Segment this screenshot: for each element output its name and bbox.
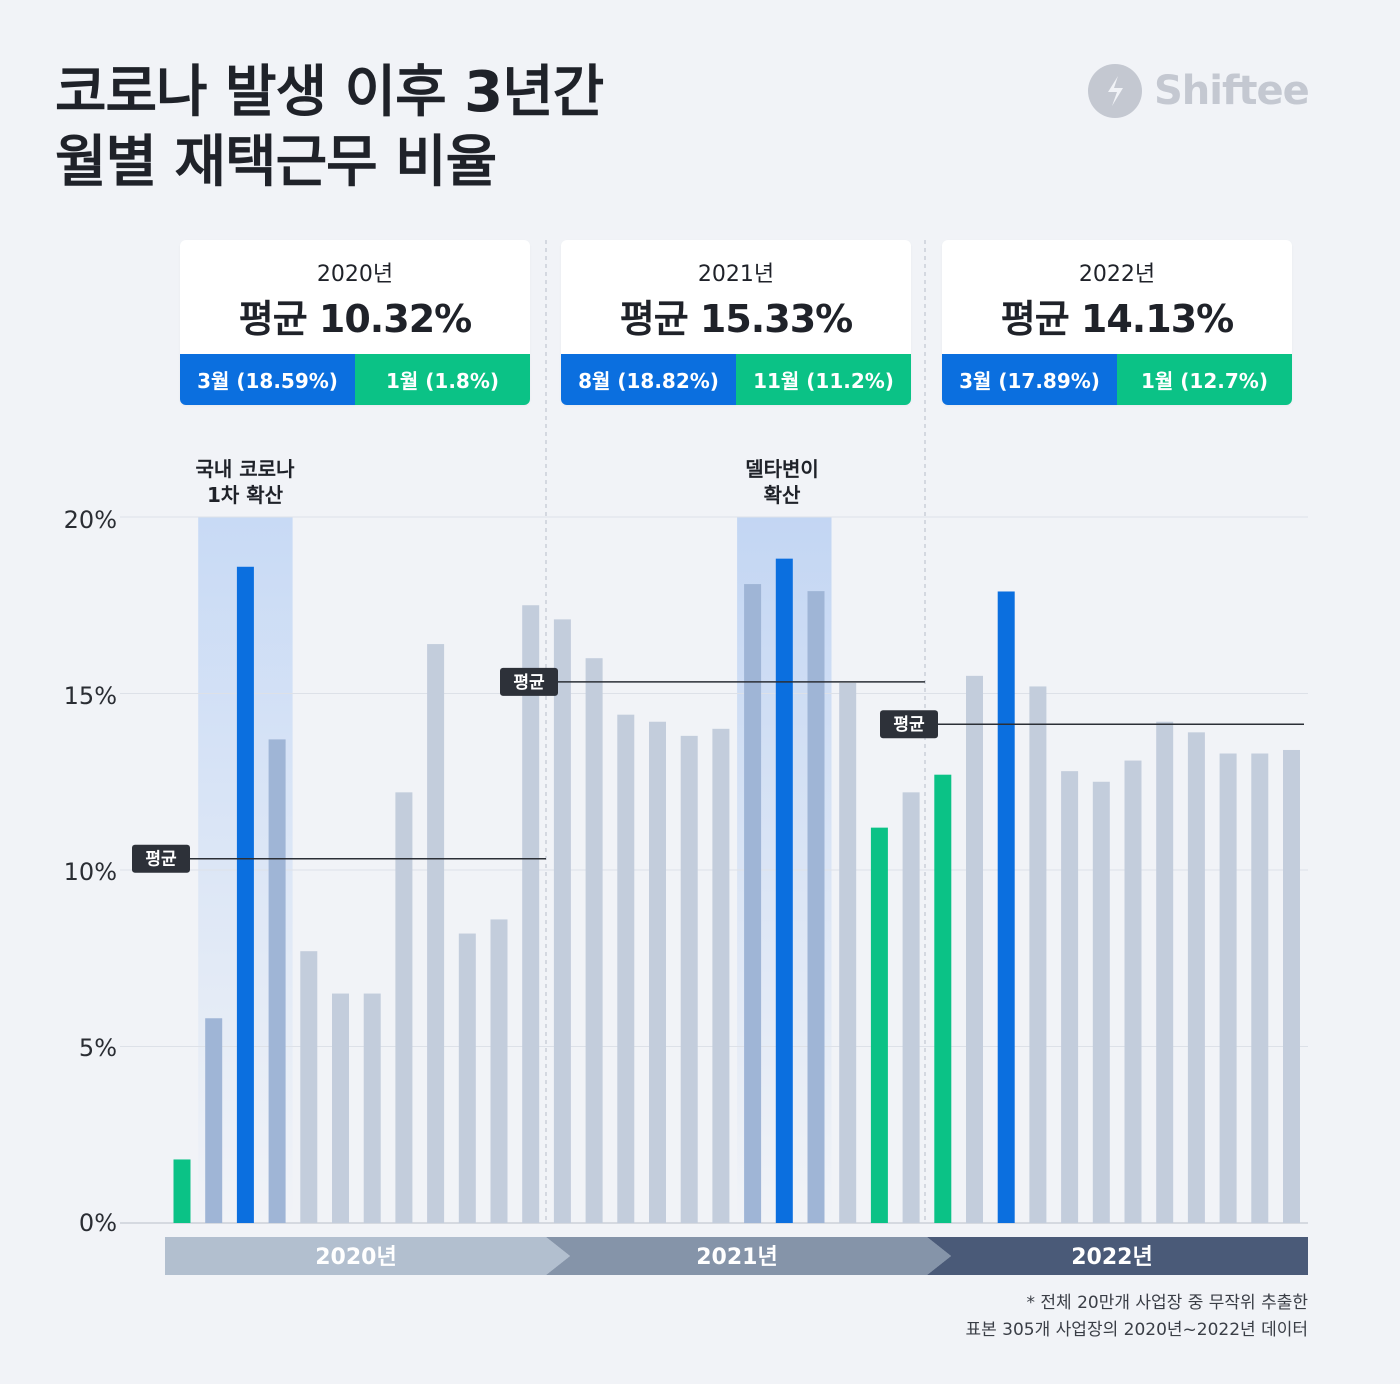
shiftee-logo-icon (1088, 64, 1142, 118)
bar-2021-06 (712, 728, 730, 1223)
bar-2021-10 (839, 682, 857, 1223)
bar-2020-03 (236, 566, 254, 1223)
card-high-month: 3월 (18.59%) (180, 354, 355, 405)
bar-2021-12 (902, 792, 920, 1223)
bar-2020-12 (522, 605, 540, 1223)
shiftee-logo: Shiftee (1088, 64, 1310, 118)
annotation-first-wave: 국내 코로나 1차 확산 (165, 456, 325, 508)
bar-2021-05 (680, 735, 698, 1223)
card-low-month: 1월 (12.7%) (1117, 354, 1292, 405)
y-tick-label: 10% (63, 858, 117, 886)
bar-2022-03 (997, 591, 1015, 1223)
annotation-line: 국내 코로나 (195, 457, 295, 481)
bar-2022-11 (1251, 753, 1269, 1223)
bar-2022-07 (1124, 760, 1142, 1223)
average-tag (500, 667, 558, 696)
average-tag-label: 평균 (893, 715, 925, 735)
bar-2022-04 (1029, 686, 1047, 1223)
year-band-segment (165, 1237, 570, 1275)
annotation-line: 델타변이 (745, 457, 819, 481)
bar-2022-12 (1283, 749, 1300, 1223)
year-band-label: 2020년 (315, 1245, 396, 1270)
bar-2020-06 (332, 993, 349, 1223)
average-tag (132, 844, 190, 873)
bar-2021-04 (649, 721, 666, 1223)
card-low-month: 11월 (11.2%) (736, 354, 911, 405)
title-line-2: 월별 재택근무 비율 (55, 130, 497, 195)
bar-2020-04 (268, 739, 286, 1223)
bar-2022-09 (1187, 732, 1205, 1223)
bar-2020-09 (427, 644, 445, 1223)
year-band-segment (546, 1237, 951, 1275)
bar-2021-03 (617, 714, 635, 1223)
card-high-month: 3월 (17.89%) (942, 354, 1117, 405)
bar-2020-01 (173, 1159, 191, 1223)
summary-card-2021: 2021년 평균 15.33% 8월 (18.82%) 11월 (11.2%) (561, 240, 911, 405)
bar-2020-10 (458, 933, 476, 1223)
annotation-line: 1차 확산 (206, 483, 284, 507)
bar-2022-08 (1156, 721, 1174, 1223)
bar-2020-07 (363, 993, 381, 1223)
bar-2021-11 (870, 827, 888, 1223)
footnote-line: * 전체 20만개 사업장 중 무작위 추출한 (1026, 1293, 1308, 1313)
card-average: 평균 10.32% (238, 297, 472, 341)
bar-2022-06 (1092, 781, 1110, 1223)
annotation-delta: 델타변이 확산 (702, 456, 862, 508)
bar-2021-09 (807, 591, 825, 1223)
bar-2022-01 (934, 774, 952, 1223)
bar-2020-08 (395, 792, 413, 1223)
card-year: 2021년 (697, 262, 775, 287)
card-year: 2022년 (1078, 262, 1156, 287)
bar-2021-08 (775, 558, 793, 1223)
year-band-arrow (546, 1237, 570, 1275)
summary-card-2022: 2022년 평균 14.13% 3월 (17.89%) 1월 (12.7%) (942, 240, 1292, 405)
title-line-1: 코로나 발생 이후 3년간 (55, 60, 604, 125)
average-tag (880, 710, 938, 739)
card-average: 평균 14.13% (1000, 297, 1234, 341)
card-low-month: 1월 (1.8%) (355, 354, 530, 405)
bar-2021-02 (585, 658, 603, 1223)
page-title: 코로나 발생 이후 3년간 월별 재택근무 비율 (55, 58, 604, 198)
bar-2021-07 (744, 584, 762, 1223)
annotation-line: 확산 (763, 483, 801, 507)
bar-2022-05 (1061, 771, 1079, 1223)
footnote: * 전체 20만개 사업장 중 무작위 추출한 표본 305개 사업장의 202… (965, 1290, 1308, 1344)
summary-card-2020: 2020년 평균 10.32% 3월 (18.59%) 1월 (1.8%) (180, 240, 530, 405)
bar-2022-02 (966, 675, 983, 1223)
year-band-segment (927, 1237, 1308, 1275)
year-band-label: 2021년 (696, 1245, 777, 1270)
logo-text: Shiftee (1154, 68, 1310, 114)
y-tick-label: 20% (63, 506, 117, 534)
average-tag-label: 평균 (513, 673, 545, 693)
year-band-label: 2022년 (1071, 1245, 1152, 1270)
bar-2020-02 (205, 1018, 223, 1223)
y-tick-label: 0% (78, 1209, 117, 1237)
average-tag-label: 평균 (145, 850, 177, 870)
bar-2022-10 (1219, 753, 1237, 1223)
card-average: 평균 15.33% (619, 297, 853, 341)
card-year: 2020년 (316, 262, 394, 287)
bar-2020-05 (300, 951, 318, 1223)
bar-2020-11 (490, 919, 508, 1223)
y-tick-label: 15% (63, 682, 117, 710)
card-high-month: 8월 (18.82%) (561, 354, 736, 405)
footnote-line: 표본 305개 사업장의 2020년~2022년 데이터 (965, 1320, 1308, 1340)
y-tick-label: 5% (78, 1034, 117, 1062)
bar-2021-01 (553, 619, 571, 1223)
year-band-arrow (927, 1237, 951, 1275)
